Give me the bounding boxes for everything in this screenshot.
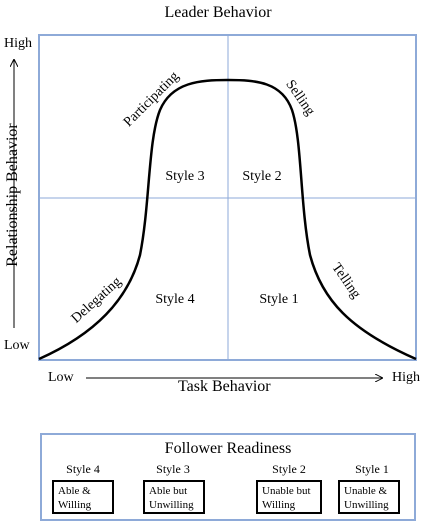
quadrant-bottom-left-label: Style 4 bbox=[155, 292, 194, 307]
telling-label: Telling bbox=[328, 261, 363, 302]
readiness-style-1-label: Style 1 bbox=[355, 462, 389, 476]
readiness-level-3-box: Able but Unwilling bbox=[143, 480, 205, 514]
readiness-level-4-line2: Willing bbox=[58, 499, 92, 511]
readiness-level-2-line1: Unable but bbox=[262, 485, 311, 497]
readiness-style-2-label: Style 2 bbox=[272, 462, 306, 476]
delegating-label: Delegating bbox=[69, 274, 125, 326]
readiness-level-1-box: Unable & Unwilling bbox=[338, 480, 400, 514]
readiness-level-3-line2: Unwilling bbox=[149, 499, 194, 511]
readiness-style-4-label: Style 4 bbox=[66, 462, 100, 476]
y-axis-low-label: Low bbox=[4, 338, 30, 353]
diagram-title: Leader Behavior bbox=[164, 4, 272, 21]
readiness-style-3-label: Style 3 bbox=[156, 462, 190, 476]
readiness-curve bbox=[38, 78, 417, 361]
follower-readiness-title: Follower Readiness bbox=[164, 440, 292, 457]
x-axis-label: Task Behavior bbox=[178, 378, 271, 395]
readiness-level-2-line2: Willing bbox=[262, 499, 296, 511]
x-axis-low-label: Low bbox=[48, 370, 74, 385]
quadrant-bottom-right-label: Style 1 bbox=[259, 292, 298, 307]
y-axis-high-label: High bbox=[4, 36, 32, 51]
quadrant-top-right-label: Style 2 bbox=[242, 169, 281, 184]
readiness-level-2-box: Unable but Willing bbox=[256, 480, 322, 514]
x-axis-high-label: High bbox=[392, 370, 420, 385]
readiness-level-3-line1: Able but bbox=[149, 485, 188, 497]
quadrant-top-left-label: Style 3 bbox=[165, 169, 204, 184]
readiness-level-4-line1: Able & bbox=[58, 485, 91, 497]
selling-label: Selling bbox=[282, 77, 317, 118]
participating-label: Participating bbox=[121, 69, 182, 130]
readiness-level-1-line2: Unwilling bbox=[344, 499, 389, 511]
readiness-level-4-box: Able & Willing bbox=[52, 480, 114, 514]
readiness-level-1-line1: Unable & bbox=[344, 485, 388, 497]
follower-readiness-panel bbox=[40, 433, 416, 521]
